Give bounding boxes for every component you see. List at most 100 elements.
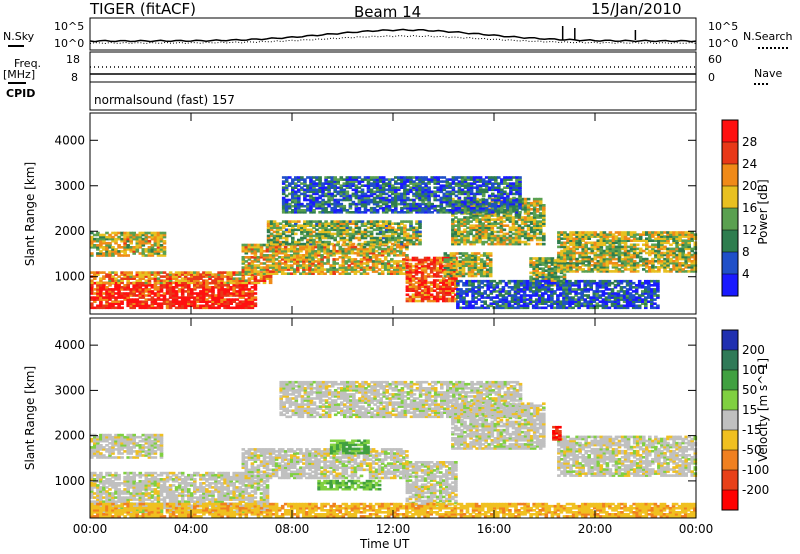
heatmap-cell (629, 261, 634, 265)
heatmap-cell (569, 251, 573, 255)
heatmap-cell (345, 232, 350, 236)
heatmap-cell (538, 238, 543, 242)
heatmap-cell (375, 196, 380, 200)
heatmap-cell (442, 209, 447, 212)
param-frame (89, 17, 697, 51)
heatmap-cell (315, 202, 319, 206)
heatmap-cell (578, 241, 582, 245)
heatmap-cell (275, 230, 280, 234)
heatmap-cell (332, 251, 336, 255)
heatmap-cell (657, 247, 661, 251)
heatmap-cell (648, 245, 652, 249)
heatmap-cell (90, 235, 94, 239)
heatmap-cell (402, 245, 406, 249)
heatmap-cell (117, 306, 121, 310)
heatmap-cell (421, 196, 425, 200)
heatmap-cell (320, 260, 324, 263)
heatmap-cell (418, 204, 422, 208)
heatmap-cell (557, 239, 561, 242)
heatmap-cell (153, 292, 158, 295)
heatmap-cell (93, 292, 97, 295)
heatmap-cell (247, 288, 252, 291)
heatmap-cell (663, 259, 667, 263)
heatmap-cell (381, 202, 386, 206)
heatmap-cell (478, 224, 482, 227)
heatmap-cell (651, 249, 655, 253)
heatmap-cell (363, 206, 368, 210)
heatmap-cell (424, 196, 428, 200)
heatmap-cell (108, 275, 112, 278)
heatmap-cell (102, 233, 106, 237)
heatmap-cell (470, 262, 475, 265)
heatmap-cell (481, 232, 485, 236)
heatmap-cell (162, 284, 167, 287)
heatmap-cell (305, 249, 309, 253)
heatmap-cell (623, 231, 628, 234)
heatmap-cell (660, 261, 664, 265)
heatmap-cell (693, 235, 698, 238)
heatmap-cell (614, 235, 619, 238)
heatmap-cell (117, 237, 121, 241)
heatmap-cell (479, 266, 484, 270)
heatmap-cell (196, 275, 200, 278)
heatmap-cell (99, 281, 103, 285)
heatmap-cell (566, 257, 570, 261)
heatmap-cell (452, 266, 457, 270)
heatmap-cell (529, 271, 533, 275)
heatmap-cell (384, 196, 389, 200)
heatmap-cell (348, 236, 353, 240)
heatmap-cell (623, 261, 628, 265)
heatmap-cell (403, 224, 407, 227)
heatmap-cell (420, 271, 425, 274)
heatmap-cell (599, 237, 604, 240)
heatmap-cell (651, 233, 655, 236)
heatmap-cell (384, 222, 389, 225)
heatmap-cell (463, 228, 467, 232)
heatmap-cell (277, 249, 282, 253)
heatmap-cell (205, 304, 209, 308)
heatmap-cell (463, 204, 468, 208)
heatmap-cell (605, 235, 610, 238)
heatmap-cell (687, 243, 691, 247)
heatmap-cell (327, 224, 331, 227)
heatmap-cell (129, 233, 133, 237)
heatmap-cell (535, 273, 539, 277)
heatmap-cell (572, 247, 576, 251)
heatmap-cell (312, 220, 316, 223)
heatmap-cell (105, 231, 109, 235)
heatmap-cell (490, 218, 495, 221)
heatmap-cell (403, 186, 407, 189)
heatmap-cell (105, 248, 109, 251)
heatmap-cell (309, 188, 313, 192)
heatmap-cell (135, 237, 140, 241)
heatmap-cell (235, 271, 239, 274)
heatmap-cell (657, 270, 661, 273)
heatmap-cell (406, 196, 410, 200)
heatmap-cell (196, 296, 200, 299)
heatmap-cell (324, 224, 328, 227)
heatmap-cell (557, 268, 561, 271)
heatmap-cell (150, 296, 155, 299)
heatmap-cell (327, 222, 331, 225)
heatmap-cell (391, 228, 395, 232)
heatmap-cell (439, 211, 444, 214)
heatmap-cell (657, 249, 661, 253)
heatmap-cell (259, 268, 264, 271)
heatmap-cell (335, 268, 339, 271)
heatmap-cell (560, 249, 564, 253)
heatmap-cell (397, 222, 401, 225)
heatmap-cell (654, 245, 658, 249)
heatmap-cell (635, 264, 640, 267)
heatmap-cell (102, 277, 106, 280)
heatmap-cell (99, 252, 103, 255)
heatmap-cell (333, 202, 337, 206)
heatmap-cell (156, 271, 161, 274)
heatmap-cell (394, 176, 398, 179)
heatmap-cell (135, 233, 140, 237)
heatmap-cell (529, 212, 534, 215)
heatmap-cell (330, 220, 334, 223)
heatmap-cell (411, 279, 416, 282)
heatmap-cell (335, 270, 339, 273)
heatmap-cell (408, 283, 413, 286)
heatmap-cell (629, 257, 634, 261)
